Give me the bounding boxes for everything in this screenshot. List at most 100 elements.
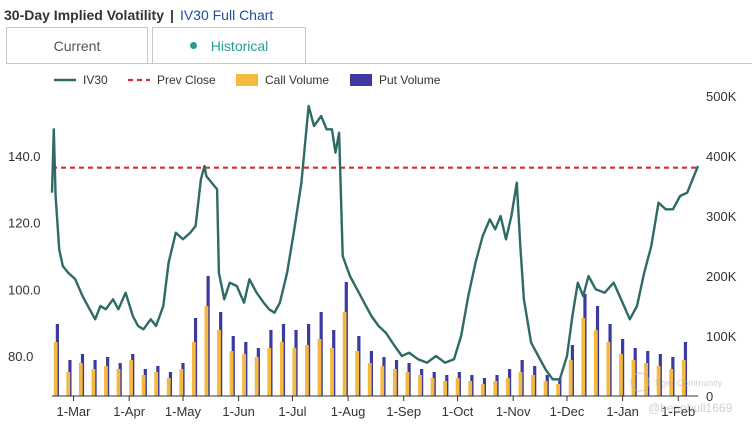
x-tick-label: 1-Apr [113,404,145,419]
call-volume-bar [392,369,397,396]
call-volume-bar [405,372,410,396]
call-volume-bar [91,369,96,396]
active-tab-dot-icon [189,42,197,49]
tab-current-label: Current [53,37,101,54]
legend-call-volume-swatch [236,74,258,86]
call-volume-bar [254,357,259,396]
call-volume-bar [543,381,548,396]
iv30-chart: 1-Mar 1-Apr 1-May 1-Jun 1-Jul 1-Aug 1-Sep 1-Oct… [8,73,737,419]
watermark-line1: Tiger Community [654,378,723,388]
y-right-tick-label: 500K [706,89,737,104]
x-tick-label: 1-Jun [222,404,255,419]
x-tick-label: 1-Jul [278,404,306,419]
view-tabs: Current Historical [6,27,752,64]
iv30-full-chart-link[interactable]: IV30 Full Chart [179,7,274,23]
x-tick-label: 1-Feb [661,404,695,419]
call-volume-bar [644,363,648,396]
call-volume-bar [367,363,372,396]
call-volume-bar [430,378,435,396]
call-volume-bar [418,375,422,396]
call-volume-bar [141,375,146,396]
tab-current[interactable]: Current [6,27,148,63]
y-left-tick-label: 80.0 [8,349,33,364]
volume-bars [53,276,688,396]
y-left-axis: 80.0 100.0 120.0 140.0 [8,149,41,364]
watermark-logo-icon [630,372,650,392]
watermark-line2: @beanbull1669 [648,401,733,415]
legend-prev-close-label: Prev Close [157,73,216,87]
call-volume-bar [581,318,586,396]
call-volume-bar [305,345,309,396]
call-volume-bar [292,348,297,396]
call-volume-bar [493,381,498,396]
call-volume-bar [317,339,322,396]
y-right-tick-label: 100K [706,329,737,344]
call-volume-bar [66,372,71,396]
x-tick-label: 1-Sep [386,404,421,419]
y-left-tick-label: 120.0 [8,216,41,231]
x-tick-label: 1-May [165,404,202,419]
x-tick-label: 1-Aug [331,404,366,419]
call-volume-bar [480,384,485,396]
x-axis-ticks: 1-Mar 1-Apr 1-May 1-Jun 1-Jul 1-Aug 1-Sep 1-Oct… [57,396,695,419]
call-volume-bar [355,351,360,396]
tab-historical-label: Historical [210,37,269,54]
y-right-axis: 0 100K 200K 300K 400K 500K [706,89,737,404]
call-volume-bar [556,384,561,396]
call-volume-bar [443,381,447,396]
call-volume-bar [116,369,121,396]
call-volume-bar [129,360,133,396]
legend-call-volume-label: Call Volume [265,73,329,87]
y-left-tick-label: 140.0 [8,149,41,164]
x-tick-label: 1-Nov [496,404,531,419]
x-tick-label: 1-Mar [57,404,92,419]
page-title: 30-Day Implied Volatility [4,7,165,23]
call-volume-bar [217,330,221,396]
title-separator: | [170,7,174,23]
x-tick-label: 1-Dec [550,404,585,419]
call-volume-bar [204,306,209,396]
call-volume-bar [179,369,184,396]
legend-put-volume-label: Put Volume [379,73,441,87]
call-volume-bar [166,378,171,396]
call-volume-bar [531,375,535,396]
watermark: Tiger Community @beanbull1669 [630,372,733,415]
call-volume-bar [606,342,611,396]
call-volume-bar [468,381,473,396]
y-left-tick-label: 100.0 [8,282,41,297]
tab-historical[interactable]: Historical [152,27,306,63]
call-volume-bar [229,351,234,396]
call-volume-bar [104,366,108,396]
legend-put-volume-swatch [350,74,372,86]
call-volume-bar [267,348,272,396]
call-volume-bar [53,342,58,396]
call-volume-bar [154,372,159,396]
call-volume-bar [568,360,573,396]
call-volume-bar [518,372,523,396]
call-volume-bar [593,330,598,396]
call-volume-bar [681,360,686,396]
call-volume-bar [78,363,83,396]
call-volume-bar [669,369,674,396]
y-right-tick-label: 400K [706,149,737,164]
y-right-tick-label: 200K [706,269,737,284]
legend-iv30-label: IV30 [83,73,108,87]
call-volume-bar [342,312,347,396]
call-volume-bar [619,354,623,396]
call-volume-bar [191,342,196,396]
call-volume-bar [505,378,510,396]
call-volume-bar [279,342,284,396]
y-right-tick-label: 300K [706,209,737,224]
x-tick-label: 1-Jan [606,404,639,419]
y-right-tick-label: 0 [706,389,713,404]
call-volume-bar [631,360,636,396]
call-volume-bar [455,378,460,396]
iv30-series-line [50,104,700,381]
chart-header: 30-Day Implied Volatility | IV30 Full Ch… [4,6,273,24]
call-volume-bar [242,354,246,396]
chart-legend: IV30 Prev Close Call Volume Put Volume [54,73,441,87]
x-tick-label: 1-Oct [442,404,474,419]
call-volume-bar [656,366,661,396]
tab-divider [6,63,752,64]
call-volume-bar [380,366,385,396]
